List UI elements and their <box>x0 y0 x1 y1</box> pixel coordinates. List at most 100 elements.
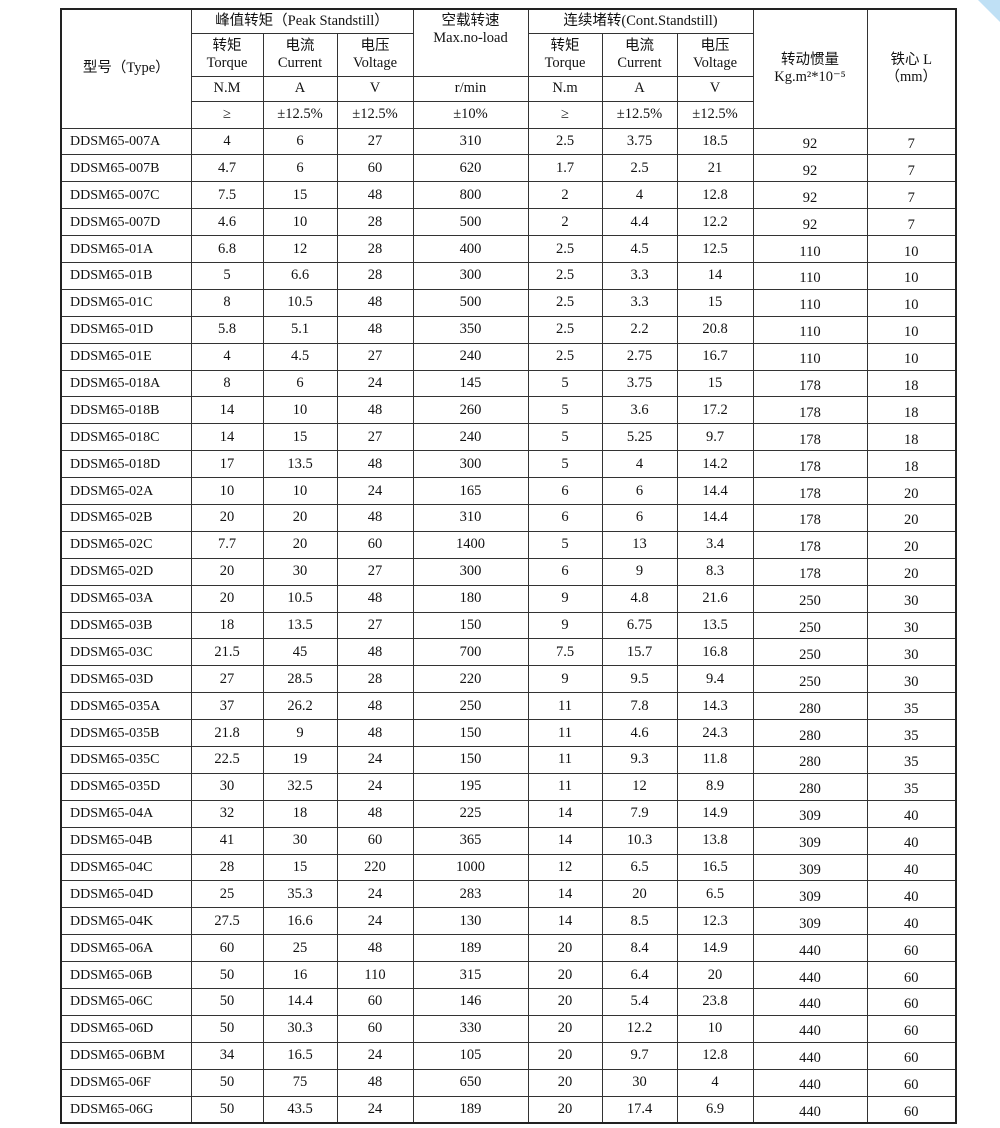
cell-max-speed: 315 <box>412 961 529 989</box>
cell-max-speed: 1400 <box>412 530 529 559</box>
cell-core-length: 40 <box>866 853 957 882</box>
table-row: DDSM65-02C 7.7 20 60 1400 5 13 3.4 178 20 <box>60 530 957 559</box>
cell-core-length: 20 <box>866 557 957 586</box>
cell-peak-voltage: 28 <box>336 208 414 237</box>
header-unit: A <box>601 75 678 102</box>
cell-max-speed: 330 <box>412 1014 529 1043</box>
cell-model: DDSM65-06F <box>60 1068 192 1097</box>
cell-peak-torque: 28 <box>190 853 264 882</box>
header-peak-group: 峰值转矩（Peak Standstill） <box>190 8 414 34</box>
cell-max-speed: 189 <box>412 1095 529 1124</box>
cell-cont-torque: 20 <box>527 961 603 989</box>
cell-peak-current: 15 <box>262 423 338 452</box>
cell-cont-voltage: 20 <box>676 961 754 989</box>
cell-peak-current: 9 <box>262 719 338 747</box>
cell-max-speed: 300 <box>412 261 529 290</box>
cell-peak-voltage: 48 <box>336 719 414 747</box>
cell-peak-voltage: 24 <box>336 1041 414 1070</box>
cell-peak-voltage: 48 <box>336 692 414 721</box>
cell-peak-current: 25 <box>262 934 338 963</box>
cell-cont-torque: 2 <box>527 181 603 210</box>
cell-model: DDSM65-04D <box>60 880 192 909</box>
header-tolerance: ±12.5% <box>336 100 414 129</box>
cell-peak-torque: 4 <box>190 342 264 371</box>
cell-inertia: 110 <box>752 315 868 344</box>
cell-model: DDSM65-06B <box>60 961 192 989</box>
table-row: DDSM65-04B 41 30 60 365 14 10.3 13.8 309 40 <box>60 826 957 855</box>
cell-core-length: 60 <box>866 1068 957 1097</box>
cell-model: DDSM65-03B <box>60 611 192 640</box>
cell-max-speed: 350 <box>412 315 529 344</box>
cell-cont-current: 6.5 <box>601 853 678 882</box>
cell-max-speed: 800 <box>412 181 529 210</box>
cell-cont-torque: 14 <box>527 826 603 855</box>
cell-cont-current: 10.3 <box>601 826 678 855</box>
cell-cont-voltage: 16.5 <box>676 853 754 882</box>
cell-cont-torque: 5 <box>527 530 603 559</box>
cell-inertia: 178 <box>752 503 868 532</box>
cell-cont-current: 3.3 <box>601 288 678 317</box>
cell-model: DDSM65-04B <box>60 826 192 855</box>
cell-model: DDSM65-018D <box>60 450 192 479</box>
cell-max-speed: 195 <box>412 772 529 801</box>
table-row: DDSM65-02A 10 10 24 165 6 6 14.4 178 20 <box>60 477 957 505</box>
cell-model: DDSM65-007A <box>60 127 192 156</box>
cell-peak-torque: 8 <box>190 369 264 398</box>
cell-peak-torque: 41 <box>190 826 264 855</box>
cell-max-speed: 180 <box>412 584 529 613</box>
cell-core-length: 7 <box>866 208 957 237</box>
header-unit: V <box>336 75 414 102</box>
cell-peak-torque: 5 <box>190 261 264 290</box>
cell-max-speed: 240 <box>412 342 529 371</box>
cell-core-length: 10 <box>866 342 957 371</box>
cell-max-speed: 150 <box>412 611 529 640</box>
motor-spec-table: 型号（Type） 峰值转矩（Peak Standstill） 空载转速 Max.n… <box>60 8 957 1124</box>
cell-peak-torque: 5.8 <box>190 315 264 344</box>
header-tolerance: ≥ <box>527 100 603 129</box>
cell-max-speed: 300 <box>412 557 529 586</box>
cell-peak-current: 18 <box>262 799 338 828</box>
cell-core-length: 30 <box>866 638 957 667</box>
table-row: DDSM65-03D 27 28.5 28 220 9 9.5 9.4 250 30 <box>60 665 957 694</box>
cell-cont-current: 12.2 <box>601 1014 678 1043</box>
cell-peak-voltage: 28 <box>336 665 414 694</box>
cell-peak-current: 16.6 <box>262 907 338 936</box>
cell-cont-current: 4 <box>601 181 678 210</box>
header-tolerance: ±12.5% <box>262 100 338 129</box>
cell-core-length: 40 <box>866 826 957 855</box>
header-core-length: 铁心 L （mm） <box>866 8 957 129</box>
cell-model: DDSM65-06A <box>60 934 192 963</box>
cell-max-speed: 310 <box>412 127 529 156</box>
cell-core-length: 18 <box>866 396 957 425</box>
table-row: DDSM65-02B 20 20 48 310 6 6 14.4 178 20 <box>60 503 957 532</box>
cell-model: DDSM65-007B <box>60 154 192 183</box>
cell-peak-current: 43.5 <box>262 1095 338 1124</box>
cell-max-speed: 650 <box>412 1068 529 1097</box>
cell-max-speed: 310 <box>412 503 529 532</box>
cell-model: DDSM65-06D <box>60 1014 192 1043</box>
table-row: DDSM65-035B 21.8 9 48 150 11 4.6 24.3 280 35 <box>60 719 957 747</box>
cell-max-speed: 250 <box>412 692 529 721</box>
cell-inertia: 92 <box>752 181 868 210</box>
cell-cont-voltage: 12.3 <box>676 907 754 936</box>
cell-inertia: 440 <box>752 961 868 989</box>
cell-model: DDSM65-035B <box>60 719 192 747</box>
cell-max-speed: 620 <box>412 154 529 183</box>
cell-max-speed: 225 <box>412 799 529 828</box>
cell-cont-current: 20 <box>601 880 678 909</box>
table-row: DDSM65-018D 17 13.5 48 300 5 4 14.2 178 18 <box>60 450 957 479</box>
cell-inertia: 309 <box>752 880 868 909</box>
cell-inertia: 309 <box>752 799 868 828</box>
cell-max-speed: 146 <box>412 988 529 1016</box>
cell-core-length: 40 <box>866 799 957 828</box>
cell-model: DDSM65-06C <box>60 988 192 1016</box>
cell-cont-current: 4.8 <box>601 584 678 613</box>
cell-peak-voltage: 24 <box>336 907 414 936</box>
header-cont-current: 电流 Current <box>601 32 678 77</box>
cell-cont-current: 15.7 <box>601 638 678 667</box>
cell-peak-voltage: 24 <box>336 772 414 801</box>
cell-peak-torque: 50 <box>190 961 264 989</box>
cell-cont-voltage: 12.8 <box>676 181 754 210</box>
header-type: 型号（Type） <box>60 8 192 129</box>
cell-cont-torque: 2.5 <box>527 288 603 317</box>
